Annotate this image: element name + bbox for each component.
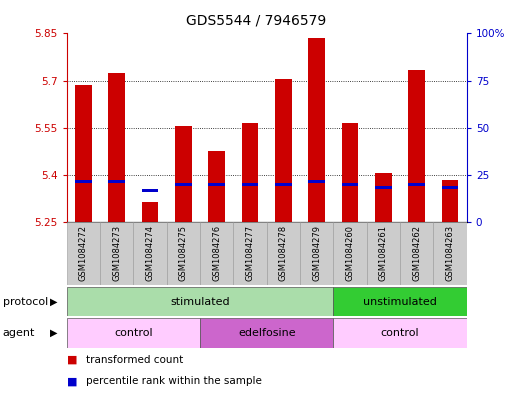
Text: stimulated: stimulated: [170, 297, 230, 307]
Bar: [267, 222, 300, 285]
Bar: [275, 79, 292, 222]
Bar: [233, 222, 267, 285]
Text: ■: ■: [67, 376, 77, 386]
Bar: [308, 38, 325, 222]
Bar: [242, 123, 259, 222]
Text: GSM1084274: GSM1084274: [146, 225, 154, 281]
Bar: [342, 123, 359, 222]
Text: GSM1084272: GSM1084272: [79, 225, 88, 281]
Text: GSM1084275: GSM1084275: [179, 225, 188, 281]
Bar: [75, 85, 92, 222]
Bar: [208, 151, 225, 222]
Text: GSM1084277: GSM1084277: [246, 225, 254, 281]
Bar: [442, 186, 459, 189]
Text: GSM1084263: GSM1084263: [446, 225, 455, 281]
Text: edelfosine: edelfosine: [238, 328, 295, 338]
Bar: [108, 180, 125, 183]
Bar: [408, 70, 425, 222]
Bar: [300, 222, 333, 285]
Bar: [175, 126, 192, 222]
Bar: [167, 222, 200, 285]
Bar: [333, 222, 367, 285]
Bar: [342, 183, 359, 186]
Bar: [208, 183, 225, 186]
Bar: [67, 287, 333, 316]
Text: control: control: [381, 328, 420, 338]
Text: GSM1084273: GSM1084273: [112, 225, 121, 281]
Text: control: control: [114, 328, 153, 338]
Text: GSM1084260: GSM1084260: [346, 225, 354, 281]
Bar: [375, 173, 392, 222]
Bar: [242, 183, 259, 186]
Text: percentile rank within the sample: percentile rank within the sample: [86, 376, 262, 386]
Text: GSM1084278: GSM1084278: [279, 225, 288, 281]
Bar: [75, 180, 92, 183]
Bar: [275, 183, 292, 186]
Bar: [375, 186, 392, 189]
Bar: [333, 287, 467, 316]
Bar: [408, 183, 425, 186]
Bar: [133, 222, 167, 285]
Bar: [67, 318, 200, 348]
Bar: [308, 180, 325, 183]
Text: ▶: ▶: [50, 328, 57, 338]
Bar: [400, 222, 433, 285]
Bar: [367, 222, 400, 285]
Bar: [333, 318, 467, 348]
Text: unstimulated: unstimulated: [363, 297, 437, 307]
Text: GDS5544 / 7946579: GDS5544 / 7946579: [186, 14, 327, 28]
Text: agent: agent: [3, 328, 35, 338]
Bar: [108, 73, 125, 222]
Text: GSM1084261: GSM1084261: [379, 225, 388, 281]
Text: transformed count: transformed count: [86, 354, 184, 365]
Bar: [442, 180, 459, 222]
Text: GSM1084276: GSM1084276: [212, 225, 221, 281]
Bar: [142, 189, 159, 192]
Bar: [67, 222, 100, 285]
Bar: [200, 318, 333, 348]
Bar: [142, 202, 159, 222]
Text: GSM1084279: GSM1084279: [312, 225, 321, 281]
Bar: [175, 183, 192, 186]
Bar: [100, 222, 133, 285]
Text: ■: ■: [67, 354, 77, 365]
Bar: [200, 222, 233, 285]
Text: GSM1084262: GSM1084262: [412, 225, 421, 281]
Bar: [433, 222, 467, 285]
Text: protocol: protocol: [3, 297, 48, 307]
Text: ▶: ▶: [50, 297, 57, 307]
